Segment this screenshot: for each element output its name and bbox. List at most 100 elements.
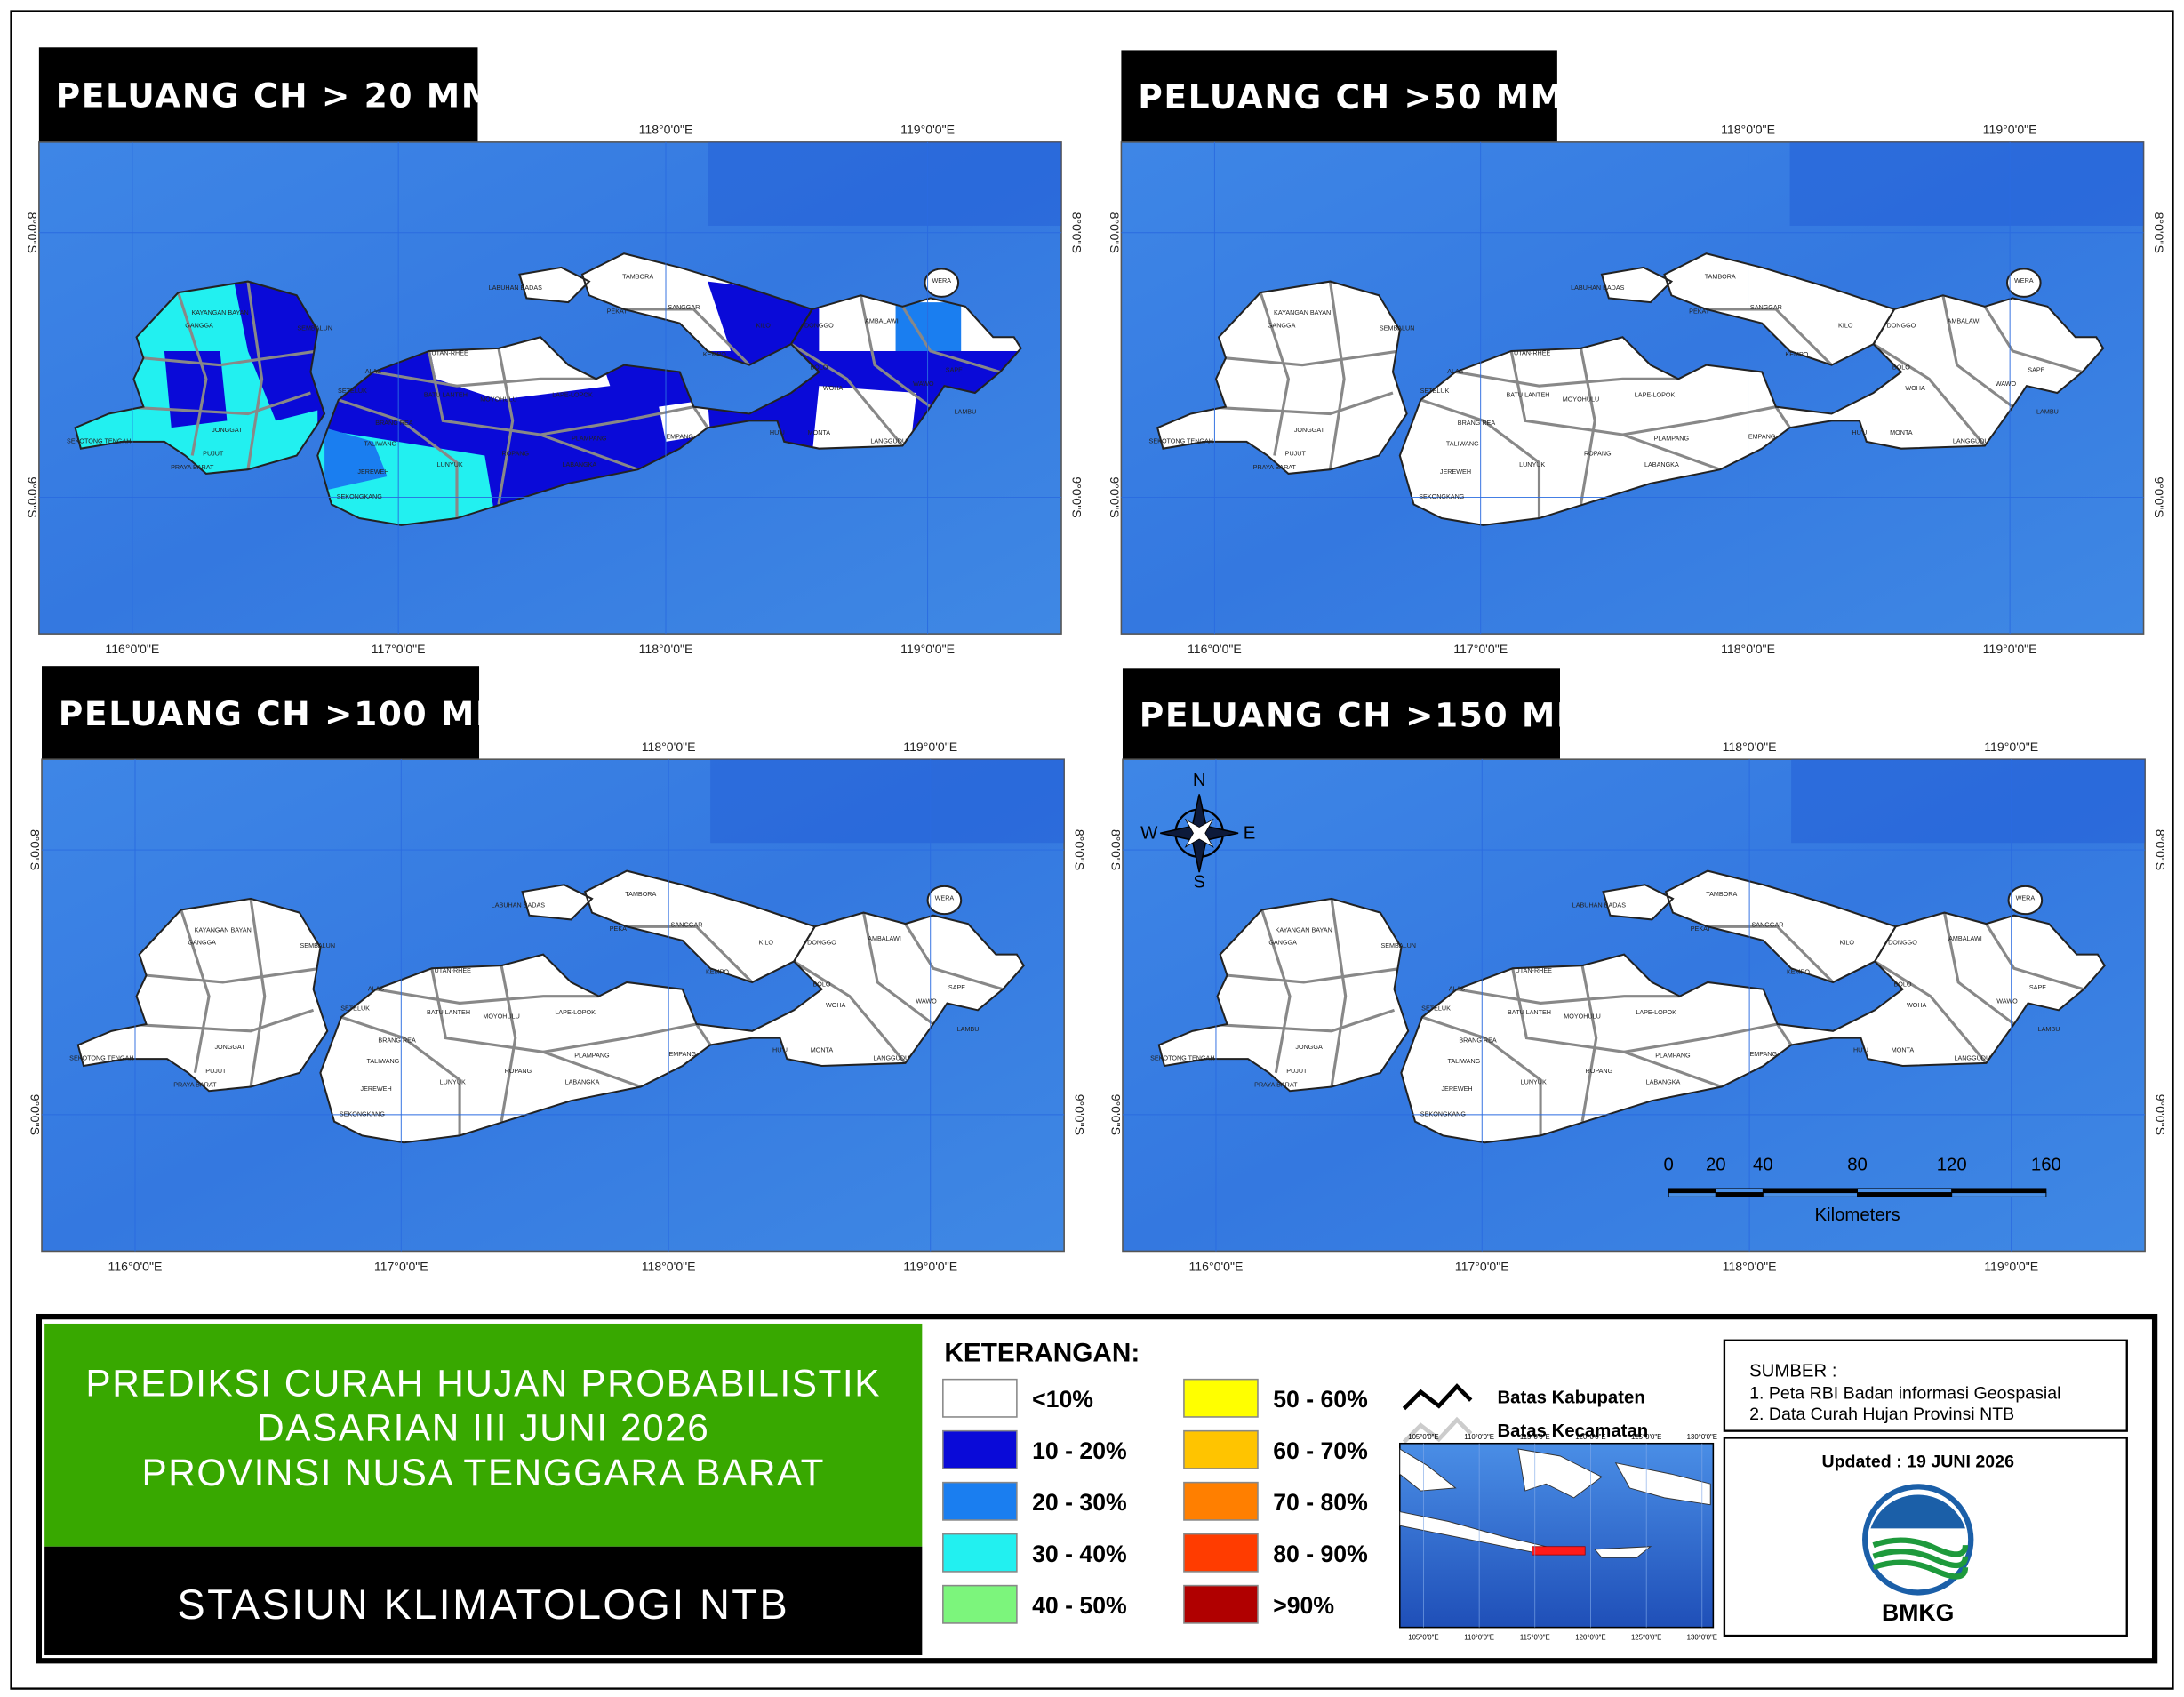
map-title: PELUANG CH >50 MM	[1138, 77, 1564, 116]
place-label: SANGGAR	[1750, 303, 1782, 311]
place-label: HU'U	[770, 428, 785, 436]
place-label: AMBALAWI	[1948, 934, 1982, 942]
scale-segment	[1715, 1192, 1764, 1197]
place-label: BATU LANTEH	[427, 1008, 470, 1016]
place-label: PLAMPANG	[572, 434, 607, 442]
district-boundary	[793, 960, 907, 1064]
place-label: PRAYA BARAT	[171, 463, 214, 471]
place-label: JEREWEH	[361, 1085, 392, 1093]
place-label: PUJUT	[1285, 450, 1307, 458]
place-label: ROPANG	[1584, 450, 1612, 458]
place-label: LAPE-LOPOK	[1636, 1008, 1676, 1016]
scale-segment	[1762, 1192, 1859, 1197]
scale-tick-label: 160	[2031, 1156, 2061, 1175]
place-label: SEMBALUN	[1380, 941, 1416, 949]
coastline	[580, 252, 814, 366]
compass: N S E W	[1140, 771, 1255, 892]
lon-label: 117°0'0"E	[1453, 642, 1508, 656]
district-boundary	[1227, 966, 1402, 984]
place-label: LANGGUDU	[870, 436, 907, 444]
map-title: PELUANG CH > 20 MM	[56, 76, 496, 116]
compass-letter: N	[1193, 771, 1206, 790]
inset-lon-label: 120°0'0"E	[1575, 1433, 1605, 1441]
source-item: 2. Data Curah Hujan Provinsi NTB	[1749, 1405, 2014, 1424]
place-label: BRANG REA	[1458, 419, 1496, 427]
legend-swatch	[1183, 1533, 1259, 1573]
lon-label: 118°0'0"E	[639, 122, 693, 136]
map-title: PELUANG CH >100 MM	[59, 694, 510, 733]
place-label: TAMBORA	[1705, 272, 1736, 280]
coastline	[924, 268, 960, 298]
coastline	[319, 911, 1025, 1144]
legend-swatch	[942, 1378, 1018, 1418]
lat-label: 9°0'0"S	[28, 1094, 42, 1135]
place-label: SANGGAR	[668, 303, 700, 311]
scale-tick-label: 20	[1706, 1156, 1726, 1175]
district-boundary	[430, 967, 642, 1088]
scale-tick-label: 120	[1937, 1156, 1967, 1175]
legend-label: 80 - 90%	[1273, 1541, 1368, 1567]
place-label: PUJUT	[203, 450, 224, 458]
place-label: ALAS	[368, 984, 385, 992]
place-label: JONGGAT	[212, 426, 243, 434]
place-label: MONTA	[1892, 1045, 1915, 1053]
place-label: ALAS	[1447, 367, 1464, 375]
place-label: DONGGO	[804, 321, 834, 329]
source-title: SUMBER :	[1749, 1362, 1836, 1381]
place-label: EMPANG	[666, 433, 693, 441]
district-boundary	[428, 350, 639, 471]
lat-label: 8°0'0"S	[1108, 212, 1122, 253]
legend-label: 50 - 60%	[1273, 1386, 1368, 1413]
place-label: WOHA	[1907, 1001, 1927, 1009]
place-label: PEKAT	[1689, 308, 1710, 316]
place-label: UTAN-RHEE	[1514, 349, 1551, 357]
inset-lon-label: 125°0'0"E	[1631, 1433, 1661, 1441]
place-label: HU'U	[1852, 428, 1867, 436]
coastline	[2007, 885, 2044, 916]
place-label: LABUHAN BADAS	[489, 284, 543, 292]
probability-area	[610, 260, 667, 307]
lon-label: 119°0'0"E	[903, 1259, 957, 1273]
map-panel: LABUHAN BADAS TAMBORA PEKAT SANGGAR WERA KILO…	[28, 740, 1086, 1274]
inset-lon-label: 105°0'0"E	[1408, 1634, 1438, 1642]
place-label: WERA	[932, 276, 951, 284]
place-label: SANGGAR	[671, 920, 703, 928]
scale-tick-label: 40	[1753, 1156, 1773, 1175]
place-label: SEKOTONG TENGAH	[1150, 1054, 1214, 1062]
coastline	[2005, 268, 2042, 298]
lat-label: 8°0'0"S	[1070, 212, 1084, 253]
district-boundary	[1622, 405, 1777, 436]
district-boundary	[1579, 348, 1596, 505]
place-label: AMBALAWI	[868, 934, 901, 942]
place-label: JEREWEH	[1441, 1085, 1472, 1093]
coastline	[518, 266, 591, 304]
station-name: STASIUN KLIMATOLOGI NTB	[177, 1581, 789, 1628]
place-label: WOHA	[826, 1001, 846, 1009]
place-label: JONGGAT	[1295, 1043, 1326, 1051]
place-label: KILO	[1838, 321, 1853, 329]
legend-label: 10 - 20%	[1032, 1437, 1127, 1464]
place-label: SEKOTONG TENGAH	[69, 1054, 133, 1062]
legend-label: 60 - 70%	[1273, 1437, 1368, 1464]
place-label: MOYOHULU	[480, 395, 517, 403]
district-boundary	[1328, 281, 1346, 470]
place-label: LAPE-LOPOK	[552, 391, 593, 399]
lon-label: 118°0'0"E	[1721, 122, 1775, 136]
place-label: PEKAT	[1691, 925, 1712, 933]
place-label: PRAYA BARAT	[173, 1081, 217, 1089]
place-label: BOLO	[1892, 363, 1910, 371]
district-boundary	[375, 988, 599, 1005]
lon-label: 119°0'0"E	[900, 642, 955, 656]
scale-segment	[1668, 1192, 1716, 1197]
scale-segment	[1857, 1188, 1953, 1194]
district-boundary	[1421, 1015, 1542, 1136]
place-label: DONGGO	[1888, 939, 1917, 947]
place-label: PLAMPANG	[574, 1052, 610, 1060]
place-label: SETELUK	[340, 1004, 370, 1012]
lat-label: 9°0'0"S	[25, 476, 39, 517]
inset-ntb	[1532, 1546, 1586, 1556]
place-label: SAPE	[2028, 365, 2044, 373]
place-label: AMBALAWI	[1948, 317, 1981, 325]
coastline	[1602, 884, 1675, 921]
place-label: BATU LANTEH	[1508, 1008, 1551, 1016]
